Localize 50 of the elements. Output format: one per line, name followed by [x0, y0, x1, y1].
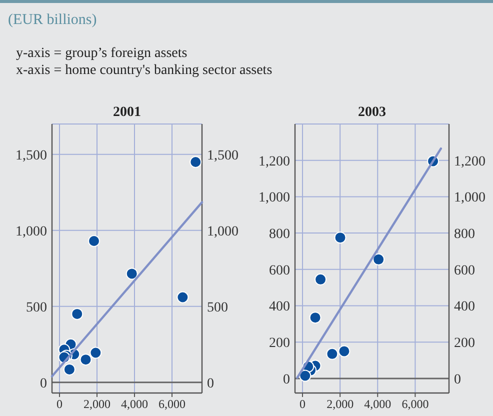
y-tick-label: 400 — [269, 300, 290, 315]
point — [63, 363, 76, 376]
y-tick-label: 200 — [269, 336, 290, 352]
point — [71, 308, 84, 320]
point — [80, 354, 92, 366]
y-tick-label: 1,000 — [258, 190, 290, 206]
chart-title: 2003 — [358, 105, 386, 120]
chart-title: 2001 — [113, 105, 141, 120]
x-tick-label: 2,000 — [84, 397, 110, 411]
x-tick-label: 4,000 — [121, 397, 148, 411]
y-tick-label: 600 — [269, 263, 290, 278]
y-tick-label: 1,200 — [258, 154, 290, 170]
y2-tick-label: 1,200 — [454, 154, 486, 170]
x-tick-label: 0 — [56, 397, 62, 411]
point — [372, 253, 385, 266]
y-tick-label: 800 — [269, 226, 290, 242]
y-tick-label: 500 — [26, 300, 47, 316]
point — [326, 348, 338, 360]
point — [90, 346, 102, 359]
point — [299, 370, 312, 382]
y2-tick-label: 800 — [454, 226, 475, 242]
y2-tick-label: 1,000 — [207, 224, 238, 240]
y2-tick-label: 1,500 — [207, 148, 238, 164]
y2-tick-label: 600 — [454, 263, 475, 278]
y-tick-label: 1,000 — [16, 224, 47, 240]
x-tick-label: 6,000 — [402, 397, 429, 411]
point — [314, 273, 327, 286]
point — [334, 232, 346, 244]
point — [176, 291, 189, 304]
x-tick-label: 6,000 — [158, 397, 186, 411]
point — [88, 235, 100, 248]
point — [190, 156, 202, 168]
x-tick-label: 2,000 — [326, 397, 354, 411]
y-tick-label: 0 — [283, 372, 290, 388]
x-tick-label: 0 — [300, 397, 306, 411]
y-tick-label: 0 — [40, 376, 47, 392]
y2-tick-label: 400 — [454, 300, 475, 315]
y2-tick-label: 0 — [454, 372, 461, 388]
y-tick-label: 1,500 — [16, 148, 47, 164]
x-tick-label: 4,000 — [364, 397, 392, 411]
text: y-axis = group’s foreign assets — [16, 46, 188, 61]
y2-tick-label: 0 — [207, 376, 214, 392]
point — [338, 345, 350, 358]
y2-tick-label: 500 — [207, 300, 228, 316]
y2-tick-label: 200 — [454, 336, 475, 352]
point — [126, 268, 138, 280]
point — [309, 312, 322, 324]
y2-tick-label: 1,000 — [454, 190, 486, 206]
text: x-axis = home country's banking sector assets — [16, 63, 272, 78]
chart-subtitle: (EUR billions) — [8, 12, 97, 28]
